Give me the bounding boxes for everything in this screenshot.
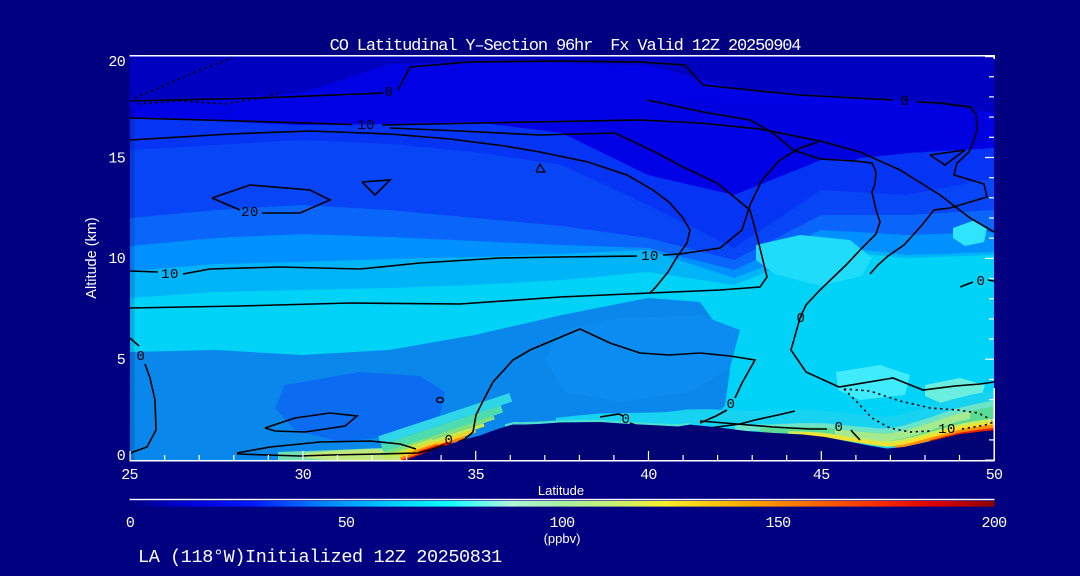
svg-text:50: 50: [986, 467, 1003, 484]
svg-text:10: 10: [108, 251, 125, 268]
svg-text:0: 0: [901, 94, 910, 110]
svg-text:45: 45: [813, 467, 830, 484]
svg-text:15: 15: [108, 150, 125, 167]
svg-text:10: 10: [357, 118, 375, 134]
svg-text:40: 40: [640, 467, 657, 484]
svg-text:10: 10: [938, 422, 956, 438]
svg-text:25: 25: [121, 467, 138, 484]
svg-text:Altitude (km): Altitude (km): [84, 217, 100, 298]
svg-text:(ppbv): (ppbv): [544, 531, 581, 546]
svg-text:20: 20: [241, 205, 259, 221]
svg-text:35: 35: [467, 467, 484, 484]
svg-text:30: 30: [294, 467, 311, 484]
svg-text:200: 200: [982, 515, 1008, 532]
svg-text:150: 150: [766, 515, 792, 532]
svg-text:50: 50: [338, 515, 355, 532]
svg-text:0: 0: [622, 412, 631, 428]
svg-text:5: 5: [117, 352, 126, 369]
svg-text:0: 0: [727, 397, 736, 413]
svg-text:CO Latitudinal Y–Section 96hr: CO Latitudinal Y–Section 96hr Fx Valid 1…: [330, 37, 802, 56]
svg-text:100: 100: [550, 515, 576, 532]
svg-text:Latitude: Latitude: [538, 483, 584, 498]
svg-text:0: 0: [117, 448, 126, 465]
svg-text:0: 0: [385, 85, 394, 101]
svg-text:LA (118°W)Initialized 12Z 2025: LA (118°W)Initialized 12Z 20250831: [138, 547, 502, 568]
svg-text:0: 0: [835, 420, 844, 436]
svg-text:0: 0: [126, 515, 135, 532]
svg-text:0: 0: [445, 433, 454, 449]
svg-text:10: 10: [641, 249, 659, 265]
svg-text:20: 20: [108, 54, 125, 71]
svg-text:0: 0: [797, 311, 806, 327]
svg-text:0: 0: [977, 274, 986, 290]
svg-text:0: 0: [137, 349, 146, 365]
svg-text:10: 10: [161, 267, 179, 283]
